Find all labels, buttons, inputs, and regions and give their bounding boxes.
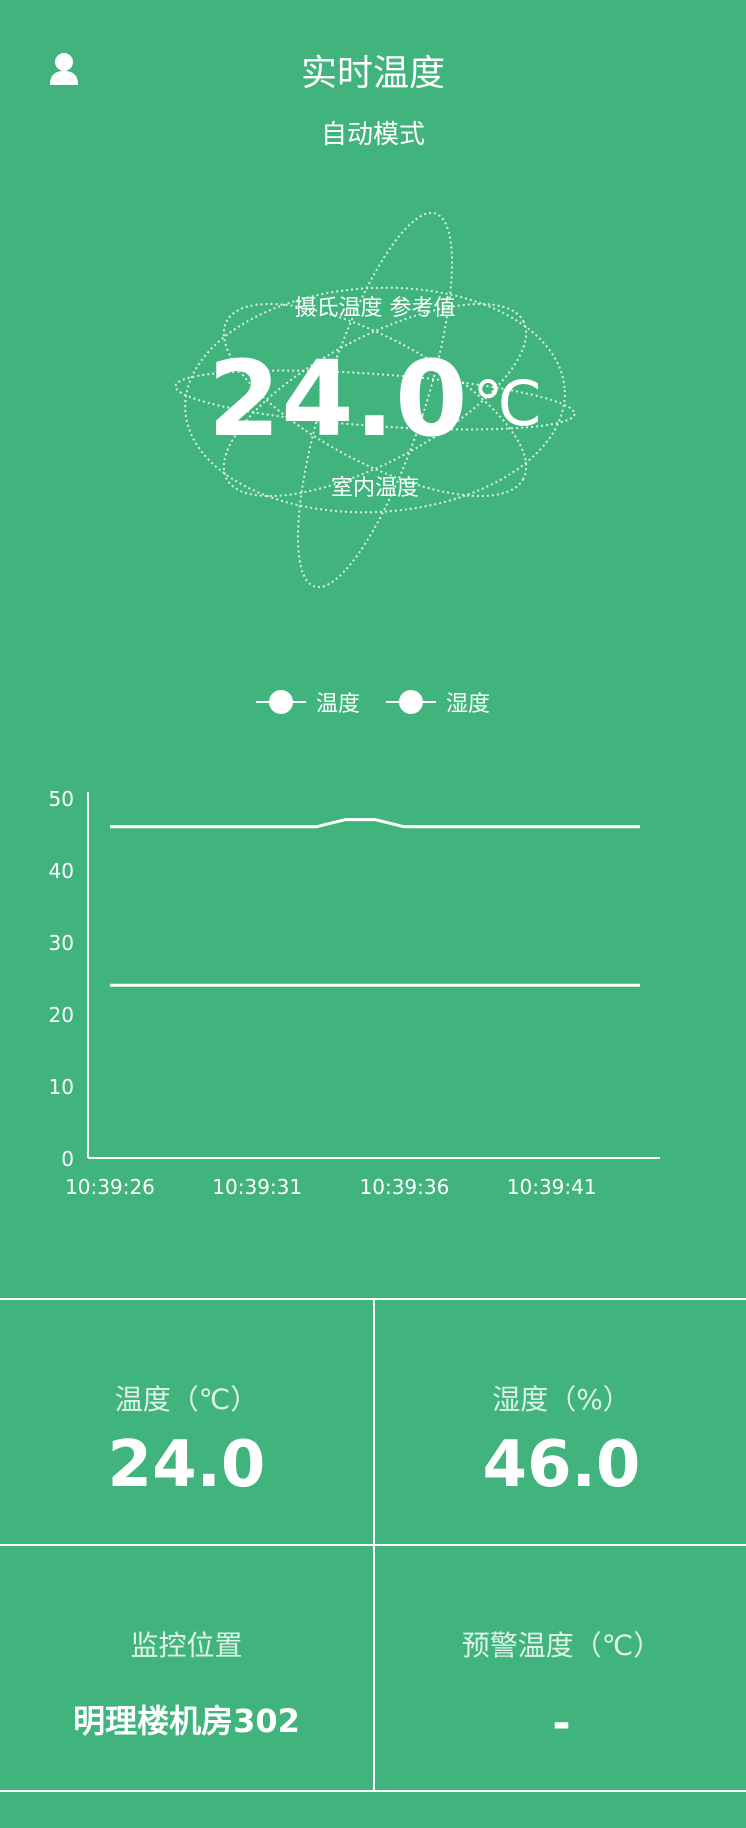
legend-marker [386,690,436,714]
location-value: 明理楼机房302 [73,1702,300,1740]
temperature-gauge: 摄氏温度 参考值 24.0℃ 室内温度 [170,200,580,600]
legend-label-humidity: 湿度 [446,692,491,717]
warning-temperature-value: - [552,1698,571,1749]
y-tick-label: 0 [61,1147,74,1171]
x-tick-label: 10:39:31 [212,1175,302,1199]
user-icon[interactable] [48,52,80,86]
humidity-value: 46.0 [482,1428,641,1502]
location-label: 监控位置 [130,1629,243,1662]
warning-temperature-label: 预警温度（℃） [461,1629,662,1662]
legend-marker [255,690,306,714]
y-tick-label: 40 [49,859,74,883]
gauge-reference-label: 摄氏温度 参考值 [294,296,456,321]
temperature-card: 温度（℃） 24.0 [0,1298,373,1544]
y-tick-label: 50 [49,787,74,811]
gauge-indoor-label: 室内温度 [330,476,419,501]
mode-label: 自动模式 [320,120,425,150]
gauge-unit: ℃ [472,367,543,440]
page-title: 实时温度 [300,53,445,94]
x-tick-label: 10:39:36 [360,1175,450,1199]
divider [373,1298,375,1792]
gauge-temperature-value: 24.0 [207,338,469,460]
temperature-label: 温度（℃） [114,1383,259,1416]
legend-item-humidity[interactable]: 湿度 [386,686,490,718]
stats-grid: 温度（℃） 24.0 湿度（%） 46.0 监控位置 明理楼机房302 预警温度… [0,1298,746,1792]
x-tick-label: 10:39:41 [507,1175,597,1199]
gauge-value: 24.0℃ [170,338,580,460]
location-card: 监控位置 明理楼机房302 [0,1544,373,1790]
warning-card: 预警温度（℃） - [375,1544,746,1790]
chart-legend: 温度 湿度 [0,686,746,718]
legend-label-temperature: 温度 [315,692,360,717]
series-line-humidity [110,818,640,829]
temperature-value: 24.0 [107,1428,266,1502]
line-chart: 0 10 20 30 40 50 10:39:26 10:39:31 10:39:36 10:39… [49,787,660,1199]
humidity-card: 湿度（%） 46.0 [375,1298,746,1544]
header: 实时温度 自动模式 [0,0,746,160]
x-tick-label: 10:39:26 [65,1175,155,1199]
humidity-label: 湿度（%） [492,1383,631,1416]
legend-item-temperature[interactable]: 温度 [255,686,360,718]
y-tick-label: 20 [49,1003,74,1027]
y-tick-label: 10 [49,1075,74,1099]
y-tick-label: 30 [49,931,74,955]
orbit-rings-graphic [174,211,576,589]
